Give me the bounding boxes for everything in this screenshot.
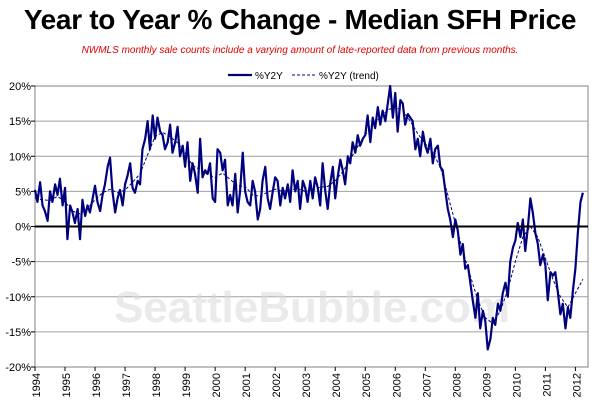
series-layer <box>33 84 584 351</box>
legend-label-y2y: %Y2Y <box>255 71 283 82</box>
legend: %Y2Y %Y2Y (trend) <box>228 71 379 82</box>
x-tick-label: 2007 <box>421 373 433 397</box>
chart-subtitle: NWMLS monthly sale counts include a vary… <box>81 45 519 56</box>
x-tick-label: 1994 <box>31 373 43 397</box>
y-tick-label: -5% <box>11 257 31 269</box>
chart-title: Year to Year % Change - Median SFH Price <box>23 4 577 35</box>
x-tick-label: 2004 <box>331 373 343 397</box>
y-tick-label: 15% <box>9 116 31 128</box>
x-tick-label: 2009 <box>481 373 493 397</box>
y-axis: 20% 15% 10% 5% 0% -5% -10% -15% -20% <box>5 81 35 374</box>
y-tick-label: 10% <box>9 151 31 163</box>
x-axis: 1994 1995 1996 1997 1998 1999 2000 2001 2002 2003… <box>31 367 583 397</box>
y-tick-label: 5% <box>15 186 31 198</box>
x-tick-label: 1997 <box>121 373 133 397</box>
x-tick-label: 2005 <box>361 373 373 397</box>
x-tick-label: 2003 <box>301 373 313 397</box>
y-tick-label: 0% <box>15 222 31 234</box>
series-line-y2y-trend <box>34 106 584 324</box>
y-tick-label: -15% <box>5 327 31 339</box>
y-tick-label: -10% <box>5 292 31 304</box>
y-tick-label: 20% <box>9 81 31 93</box>
x-tick-label: 2006 <box>391 373 403 397</box>
x-tick-label: 2000 <box>211 373 223 397</box>
x-tick-label: 2010 <box>511 373 523 397</box>
x-tick-label: 1999 <box>181 373 193 397</box>
x-tick-label: 1995 <box>61 373 73 397</box>
x-tick-label: 2001 <box>241 373 253 397</box>
watermark: SeattleBubble.com <box>114 283 510 332</box>
x-tick-label: 1996 <box>91 373 103 397</box>
legend-label-y2y-trend: %Y2Y (trend) <box>319 71 379 82</box>
x-tick-label: 2012 <box>571 373 583 397</box>
x-tick-label: 2008 <box>451 373 463 397</box>
y-tick-label: -20% <box>5 362 31 374</box>
x-tick-label: 2011 <box>541 373 553 397</box>
series-line-y2y <box>33 84 584 351</box>
x-tick-label: 1998 <box>151 373 163 397</box>
x-tick-label: 2002 <box>271 373 283 397</box>
